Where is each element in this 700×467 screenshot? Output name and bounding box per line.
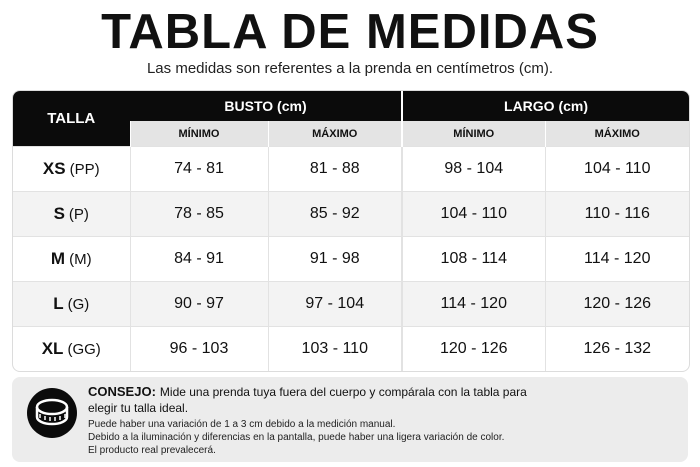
cell: 74 - 81: [129, 146, 268, 192]
tip-box: CONSEJO: Mide una prenda tuya fuera del c…: [12, 377, 688, 462]
note: Puede haber una variación de 1 a 3 cm de…: [88, 419, 396, 430]
sub-header: MÁXIMO: [267, 121, 403, 147]
tip-body: Mide una prenda tuya fuera del cuerpo y …: [88, 385, 527, 415]
cell: 114 - 120: [544, 236, 689, 282]
tape-icon: [27, 388, 77, 438]
group-header: LARGO (cm): [401, 91, 689, 121]
cell: 120 - 126: [544, 281, 689, 327]
tip-text: CONSEJO: Mide una prenda tuya fuera del c…: [88, 384, 538, 416]
size-cell: XL (GG): [13, 326, 130, 371]
size-cell: M (M): [13, 236, 130, 282]
cell: 108 - 114: [401, 236, 546, 282]
cell: 78 - 85: [129, 191, 268, 237]
sub-header: MÍNIMO: [401, 121, 546, 147]
subtitle: Las medidas son referentes a la prenda e…: [146, 60, 554, 77]
tip-label: CONSEJO:: [88, 384, 156, 399]
row: XL (GG) 96 - 103 103 - 110 120 - 126 126 - 13…: [13, 326, 689, 371]
size: S: [53, 204, 65, 223]
size-alt: (GG): [67, 341, 101, 358]
cell: 114 - 120: [401, 281, 546, 327]
size-alt: (PP): [69, 161, 100, 178]
cell: 104 - 110: [401, 191, 546, 237]
size-alt: (G): [67, 296, 90, 313]
cell: 103 - 110: [267, 326, 403, 371]
size: M: [50, 249, 66, 268]
cell: 110 - 116: [544, 191, 689, 237]
cell: 104 - 110: [544, 146, 689, 192]
size-header: TALLA: [13, 91, 130, 147]
cell: 96 - 103: [129, 326, 268, 371]
row: L (G) 90 - 97 97 - 104 114 - 120 120 - 126: [13, 281, 689, 327]
sub-header: MÍNIMO: [129, 121, 268, 147]
row: S (P) 78 - 85 85 - 92 104 - 110 110 - 116: [13, 191, 689, 237]
size: L: [53, 294, 64, 313]
row: XS (PP) 74 - 81 81 - 88 98 - 104 104 - 110: [13, 146, 689, 192]
size-cell: S (P): [13, 191, 130, 237]
sub-header: MÁXIMO: [544, 121, 689, 147]
size: XS: [42, 159, 66, 178]
cell: 97 - 104: [267, 281, 403, 327]
cell: 98 - 104: [401, 146, 546, 192]
table: TALLA BUSTO (cm) LARGO (cm) MÍNIMO MÁXIM…: [13, 91, 689, 371]
size-cell: XS (PP): [13, 146, 130, 192]
cell: 126 - 132: [544, 326, 689, 371]
size-table: TALLA BUSTO (cm) LARGO (cm) MÍNIMO MÁXIM…: [12, 90, 690, 372]
row: M (M) 84 - 91 91 - 98 108 - 114 114 - 120: [13, 236, 689, 282]
cell: 91 - 98: [267, 236, 403, 282]
cell: 81 - 88: [267, 146, 403, 192]
cell: 90 - 97: [129, 281, 268, 327]
note: El producto real prevalecerá.: [88, 445, 216, 456]
title: TABLA DE MEDIDAS: [101, 5, 599, 59]
cell: 85 - 92: [267, 191, 403, 237]
note: Debido a la iluminación y diferencias en…: [88, 432, 505, 443]
cell: 120 - 126: [401, 326, 546, 371]
size-alt: (P): [68, 206, 89, 223]
size-cell: L (G): [13, 281, 130, 327]
group-header: BUSTO (cm): [130, 91, 403, 121]
size: XL: [41, 339, 64, 358]
cell: 84 - 91: [129, 236, 268, 282]
table-body: XS (PP) 74 - 81 81 - 88 98 - 104 104 - 110 S (P…: [13, 146, 689, 371]
size-alt: (M): [69, 251, 92, 268]
